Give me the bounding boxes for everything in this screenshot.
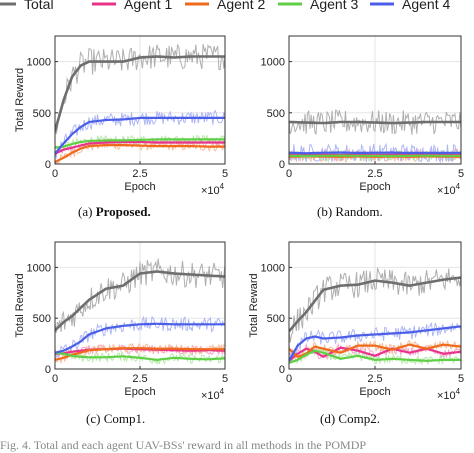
y-tick-label-2: 1000 [27,57,51,69]
caption-d-tag: (d) [320,411,335,426]
series-line-total [289,122,461,123]
caption-d: (d) Comp2. [320,411,380,427]
x-tick-label-2: 5 [458,168,464,180]
panel-d: 0 500 1000 0 2.5 5 Epoch ×104 Total Reward [248,242,464,402]
x-tick-label-2: 5 [458,373,464,385]
x-axis-multiplier: ×104 [201,182,225,197]
legend-label-5: Agent 4 [402,0,450,12]
x-axis-multiplier-exponent: 4 [456,387,461,396]
panel-b: 0 500 1000 0 2.5 5 Epoch ×104 [261,36,465,197]
x-tick-label-1: 2.5 [367,373,382,385]
legend-label-2: Agent 1 [124,0,172,12]
y-tick-label-1: 500 [267,313,285,325]
legend-label-1: Total [24,0,54,12]
y-tick-label-2: 1000 [261,262,285,274]
x-axis-multiplier: ×104 [437,387,461,402]
caption-a-name: Proposed. [96,204,151,219]
x-tick-label-1: 2.5 [132,168,147,180]
caption-b-name: Random. [335,204,382,219]
x-axis-label: Epoch [359,181,390,193]
y-tick-label-2: 1000 [27,262,51,274]
panel-c: 0 500 1000 0 2.5 5 Epoch ×104 Total Reward [14,242,228,402]
figure-caption-text: Fig. 4. Total and each agent UAV-BSs' re… [0,438,366,453]
y-tick-label-1: 500 [33,108,51,120]
caption-b-tag: (b) [317,204,332,219]
x-tick-label-0: 0 [52,168,58,180]
x-axis-multiplier: ×104 [437,182,461,197]
x-tick-label-1: 2.5 [367,168,382,180]
caption-a: (a) Proposed. [78,204,151,220]
caption-c: (c) Comp1. [86,411,145,427]
y-axis-label: Total Reward [248,273,260,337]
x-tick-label-0: 0 [286,168,292,180]
y-tick-label-0: 0 [279,364,285,376]
y-tick-label-1: 500 [33,313,51,325]
y-tick-label-0: 0 [45,159,51,171]
x-tick-label-0: 0 [286,373,292,385]
caption-d-name: Comp2. [338,411,380,426]
x-tick-label-1: 2.5 [132,373,147,385]
legend: Total Agent 1 Agent 2 Agent 3 Agent 4 [0,0,450,12]
x-tick-label-2: 5 [222,168,228,180]
x-tick-label-0: 0 [52,373,58,385]
x-axis-multiplier-exponent: 4 [220,182,225,191]
legend-label-4: Agent 3 [310,0,358,12]
y-axis-label: Total Reward [14,68,26,132]
x-tick-label-2: 5 [222,373,228,385]
panel-a: 0 500 1000 0 2.5 5 Epoch ×104 Total Reward [14,36,228,197]
y-tick-label-1: 500 [267,108,285,120]
y-tick-label-2: 1000 [261,57,285,69]
x-axis-label: Epoch [124,181,155,193]
y-axis-label: Total Reward [14,273,26,337]
x-axis-label: Epoch [359,386,390,398]
caption-a-tag: (a) [78,204,92,219]
x-axis-multiplier: ×104 [201,387,225,402]
y-tick-label-0: 0 [45,364,51,376]
x-axis-multiplier-exponent: 4 [220,387,225,396]
caption-c-tag: (c) [86,411,100,426]
caption-c-name: Comp1. [104,411,146,426]
legend-label-3: Agent 2 [217,0,265,12]
x-axis-multiplier-exponent: 4 [456,182,461,191]
series-line-agent-4 [289,153,461,154]
x-axis-label: Epoch [124,386,155,398]
y-tick-label-0: 0 [279,159,285,171]
caption-b: (b) Random. [317,204,383,220]
